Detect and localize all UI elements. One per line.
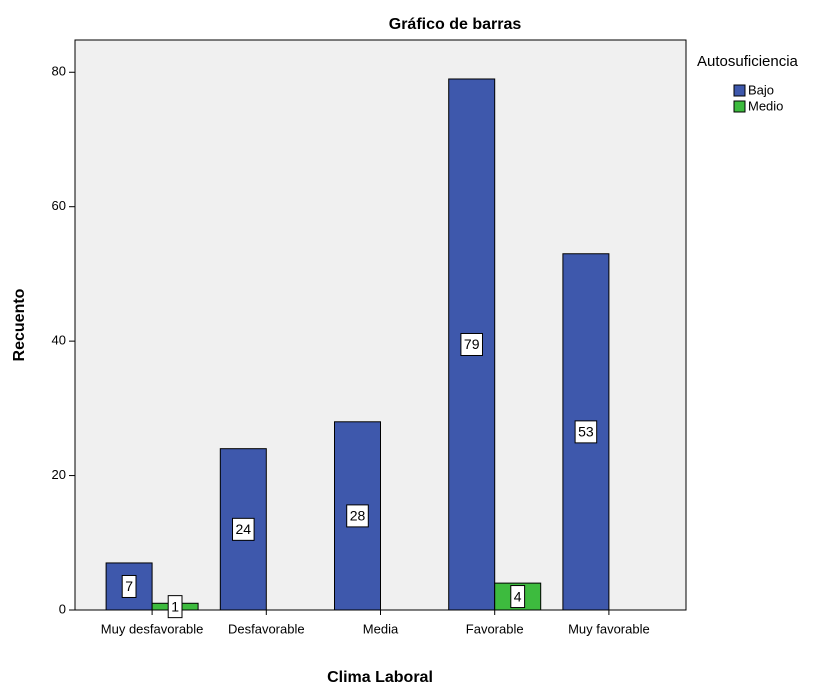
data-label-box xyxy=(121,574,137,598)
data-label-group: 79 xyxy=(460,332,483,356)
legend-swatch xyxy=(733,100,746,113)
data-label-group: 7 xyxy=(121,574,137,598)
y-tick-label: 80 xyxy=(52,64,66,79)
legend-label: Medio xyxy=(748,98,783,113)
x-tick-label: Desfavorable xyxy=(228,621,305,636)
data-label: 53 xyxy=(578,424,594,440)
data-label: 4 xyxy=(514,588,522,604)
x-tick-label: Media xyxy=(363,621,399,636)
legend-swatch xyxy=(733,84,746,97)
data-label-box xyxy=(346,504,369,528)
data-label-box xyxy=(167,595,183,619)
chart-title: Gráfico de barras xyxy=(389,16,522,33)
data-label: 79 xyxy=(464,336,480,352)
data-label-box xyxy=(510,585,526,609)
data-label-box xyxy=(232,517,255,541)
data-label-box xyxy=(574,420,598,444)
y-tick-label: 40 xyxy=(52,333,66,348)
x-tick-label: Muy desfavorable xyxy=(101,621,204,636)
data-label: 7 xyxy=(125,578,133,594)
y-tick-label: 60 xyxy=(52,198,66,213)
data-label-group: 53 xyxy=(574,420,598,444)
data-label-box xyxy=(460,332,483,356)
data-label: 1 xyxy=(171,598,179,614)
data-label-group: 1 xyxy=(167,595,183,619)
x-tick-label: Muy favorable xyxy=(568,621,650,636)
data-label-group: 28 xyxy=(346,504,369,528)
y-axis-label: Recuento xyxy=(11,288,28,361)
data-label: 28 xyxy=(350,508,366,524)
data-label: 24 xyxy=(236,521,252,537)
legend-title: Autosuficiencia xyxy=(697,53,799,70)
data-label-group: 4 xyxy=(510,585,526,609)
data-label-group: 24 xyxy=(232,517,255,541)
y-tick-label: 20 xyxy=(52,467,66,482)
y-tick-label: 0 xyxy=(59,601,66,616)
x-axis-label: Clima Laboral xyxy=(327,669,433,686)
x-tick-label: Favorable xyxy=(466,621,524,636)
legend-label: Bajo xyxy=(748,82,774,97)
